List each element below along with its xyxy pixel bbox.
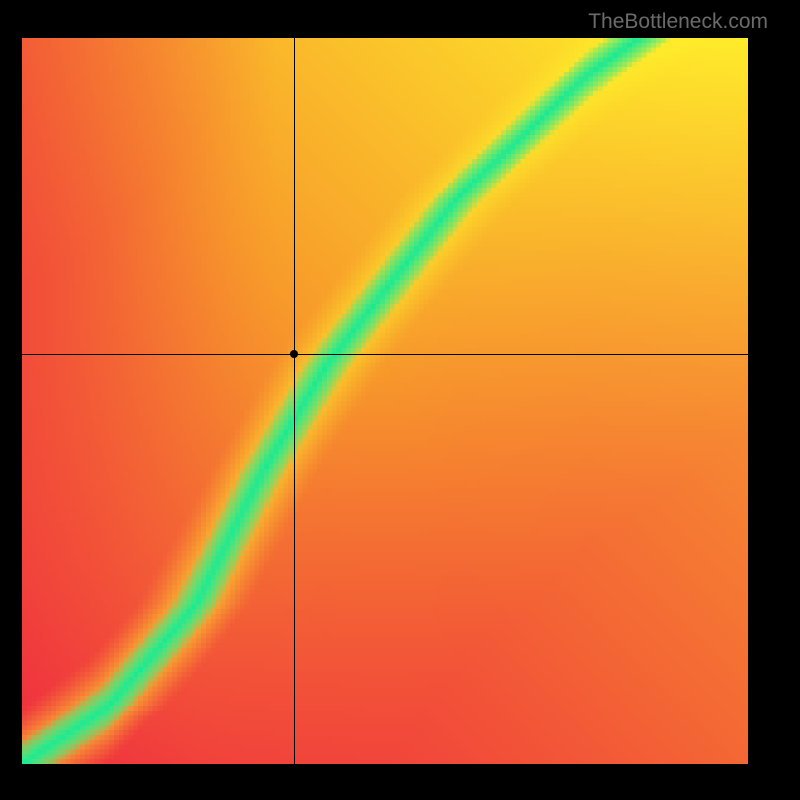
watermark-text: TheBottleneck.com (588, 10, 768, 34)
plot-area (22, 38, 748, 764)
heatmap-canvas (22, 38, 748, 764)
crosshair-vertical (294, 38, 295, 764)
crosshair-horizontal (22, 354, 748, 355)
crosshair-marker (290, 350, 298, 358)
chart-container: TheBottleneck.com (0, 0, 800, 800)
